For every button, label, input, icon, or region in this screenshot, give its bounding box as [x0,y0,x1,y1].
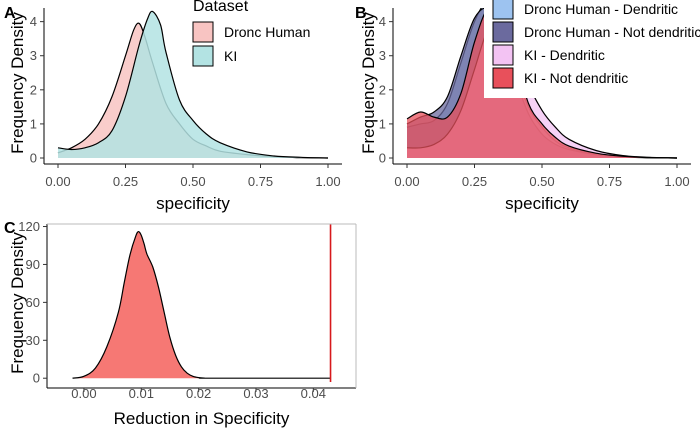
legend-label: Dronc Human - Dendritic [524,1,678,17]
panel-a: 0.00 0.25 0.50 0.75 1.00 0 1 2 3 4 specificity Freq… [4,5,342,213]
legend-label: KI - Not dendritic [524,70,628,86]
y-tick-label: 0 [379,151,386,166]
y-tick-label: 30 [26,333,40,348]
legend-swatch [192,45,214,67]
x-tick-label: 0.03 [243,386,268,401]
x-axis-title: specificity [156,194,230,213]
y-tick-label: 60 [26,295,40,310]
x-tick-label: 1.00 [315,174,340,189]
y-tick-label: 2 [379,82,386,97]
legend-label: KI [224,48,237,64]
panel-b: 0.00 0.25 0.50 0.75 1.00 0 1 2 3 4 specificity Freq… [355,5,691,213]
panel-tag: A [4,5,16,22]
legend-title: Dataset [193,0,249,15]
x-tick-label: 0.25 [113,174,138,189]
x-tick-label: 0.75 [597,174,622,189]
legend-swatch [492,67,514,89]
x-tick-label: 0.01 [129,386,154,401]
y-axis-title: Frequency Density [8,12,27,154]
density-areas [57,10,329,159]
legend-label: KI - Dendritic [524,47,605,63]
legend-swatch [492,21,514,43]
density-areas [72,231,331,379]
panel-c: 0.00 0.01 0.02 0.03 0.04 0 30 60 90 120 Reduction … [4,219,357,428]
legend-swatch [192,21,214,43]
x-tick-label: 0.00 [71,386,96,401]
density-area-1 [72,231,331,379]
y-tick-label: 4 [30,14,37,29]
density-line-1 [72,231,331,379]
x-axis-title: Reduction in Specificity [114,409,290,428]
y-axis-title: Frequency Density [359,12,378,154]
legend-label: Dronc Human - Not dendritic [524,24,700,40]
panel-tag: C [4,220,16,237]
panel-tag: B [355,5,367,22]
legend-a: Dataset Dronc Human KI [180,0,322,72]
y-tick-label: 1 [379,116,386,131]
y-tick-label: 3 [30,48,37,63]
density-areas [406,8,678,159]
density-area-2 [58,11,328,159]
legend-label: Dronc Human [224,24,310,40]
legend-b: Dronc Human - Dendritic Dronc Human - Not… [484,0,700,98]
y-tick-label: 1 [30,116,37,131]
x-tick-label: 0.00 [45,174,70,189]
legend-swatch [492,44,514,66]
x-tick-label: 1.00 [664,174,689,189]
x-tick-label: 0.25 [462,174,487,189]
x-tick-label: 0.00 [394,174,419,189]
y-tick-label: 3 [379,48,386,63]
x-tick-label: 0.04 [301,386,326,401]
y-tick-label: 4 [379,14,386,29]
density-line-2 [57,10,329,159]
legend-background [484,0,700,98]
legend-swatch [492,0,514,20]
y-tick-label: 90 [26,257,40,272]
y-tick-label: 120 [18,219,40,234]
y-tick-label: 0 [33,371,40,386]
y-tick-label: 0 [30,151,37,166]
x-tick-label: 0.50 [180,174,205,189]
y-axis-title: Frequency Density [8,232,27,374]
x-axis-title: specificity [505,194,579,213]
density-area-4 [407,8,677,158]
x-tick-label: 0.75 [248,174,273,189]
y-tick-label: 2 [30,82,37,97]
x-tick-label: 0.50 [529,174,554,189]
x-tick-label: 0.02 [186,386,211,401]
